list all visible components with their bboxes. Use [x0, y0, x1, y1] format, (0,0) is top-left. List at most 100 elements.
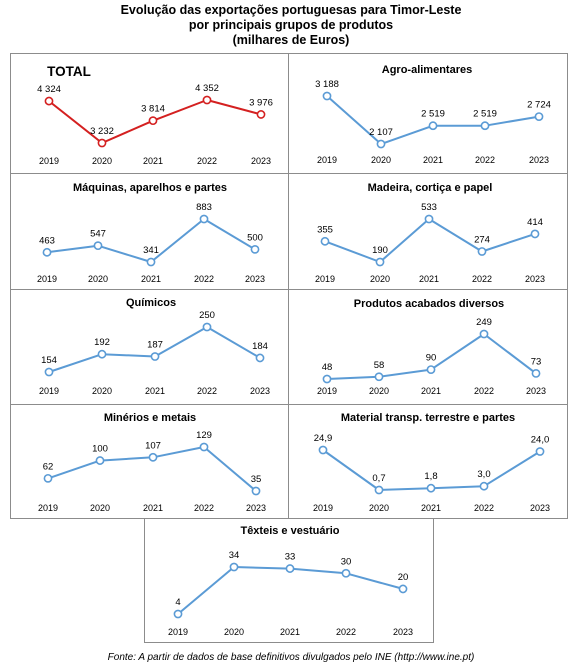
- data-point: [150, 352, 160, 361]
- chart-title: Produtos acabados diversos: [354, 298, 504, 310]
- data-point: [374, 372, 384, 382]
- data-point: [530, 229, 540, 239]
- x-tick-label: 2021: [145, 386, 165, 396]
- data-label: 3,0: [477, 469, 490, 480]
- x-tick-label: 2022: [474, 386, 494, 396]
- x-tick-label: 2023: [529, 155, 549, 165]
- data-label: 414: [527, 217, 543, 228]
- data-label: 3 976: [249, 97, 273, 108]
- data-point: [229, 562, 239, 572]
- data-label: 249: [476, 317, 492, 328]
- line-chart-total: TOTAL 4 324 2019 3 232 2020 3 814 2021 4 352 202…: [37, 64, 273, 166]
- data-point: [535, 447, 545, 456]
- series-line: [324, 218, 536, 263]
- series-line: [326, 95, 540, 145]
- x-tick-label: 2020: [224, 627, 244, 637]
- data-point: [256, 110, 266, 119]
- data-point: [426, 365, 436, 374]
- x-tick-label: 2022: [194, 274, 214, 284]
- x-tick-label: 2021: [143, 503, 163, 513]
- x-tick-label: 2022: [194, 503, 214, 513]
- data-label: 500: [247, 232, 263, 243]
- x-tick-label: 2021: [423, 155, 443, 165]
- data-label: 30: [341, 556, 352, 567]
- x-tick-label: 2023: [246, 503, 266, 513]
- x-tick-label: 2022: [475, 155, 495, 165]
- data-label: 250: [199, 310, 215, 321]
- data-point: [97, 349, 107, 359]
- x-tick-label: 2019: [315, 274, 335, 284]
- data-point: [426, 483, 436, 493]
- data-point: [199, 214, 209, 224]
- data-label: 4 352: [195, 83, 219, 94]
- chart-panel-material-transp: Material transp. terrestre e partes 24,9 2…: [288, 404, 568, 519]
- data-point: [95, 456, 105, 465]
- data-label: 24,0: [531, 434, 550, 445]
- x-tick-label: 2021: [280, 627, 300, 637]
- chart-panel-total: TOTAL 4 324 2019 3 232 2020 3 814 2021 4 352 202…: [10, 53, 289, 174]
- data-label: 355: [317, 224, 333, 235]
- data-label: 3 188: [315, 79, 339, 90]
- line-chart-quimicos: Químicos 154 2019 192 2020 187 2021 250 2022 184 2…: [39, 297, 270, 396]
- data-label: 2 519: [421, 109, 445, 120]
- data-point: [375, 257, 385, 267]
- line-chart-madeira-cortica-e-papel: Madeira, cortiça e papel 355 2019 190 2020 53…: [315, 182, 545, 284]
- data-point: [250, 244, 260, 254]
- chart-panel-produtos-acabados: Produtos acabados diversos 48 2019 58 2020 90…: [288, 289, 568, 405]
- line-chart-minerios-e-metais: Minérios e metais 62 2019 100 2020 107 2021 129…: [38, 412, 266, 513]
- data-point: [479, 481, 489, 491]
- data-point: [42, 247, 52, 257]
- data-point: [202, 95, 212, 105]
- x-tick-label: 2023: [245, 274, 265, 284]
- data-label: 4 324: [37, 84, 61, 95]
- data-point: [398, 584, 408, 594]
- data-label: 107: [145, 440, 161, 451]
- line-chart-produtos-acabados-diversos: Produtos acabados diversos 48 2019 58 2020 90…: [317, 298, 546, 396]
- x-tick-label: 2023: [530, 503, 550, 513]
- x-tick-label: 2023: [251, 156, 271, 166]
- x-tick-label: 2020: [369, 386, 389, 396]
- x-tick-label: 2019: [168, 627, 188, 637]
- data-label: 4: [175, 597, 180, 608]
- data-point: [251, 486, 261, 496]
- x-tick-label: 2019: [39, 156, 59, 166]
- x-tick-label: 2019: [37, 274, 57, 284]
- x-tick-label: 2020: [371, 155, 391, 165]
- title-line-3: (milhares de Euros): [232, 33, 350, 47]
- data-point: [479, 329, 489, 339]
- x-tick-label: 2019: [39, 386, 59, 396]
- data-point: [97, 138, 107, 148]
- x-tick-label: 2022: [472, 274, 492, 284]
- page-title: Evolução das exportações portuguesas par…: [0, 3, 582, 48]
- x-tick-label: 2020: [92, 386, 112, 396]
- data-point: [322, 374, 332, 384]
- x-tick-label: 2022: [474, 503, 494, 513]
- data-point: [173, 609, 183, 619]
- data-point: [477, 247, 487, 256]
- data-label: 341: [143, 245, 159, 256]
- data-point: [534, 112, 544, 122]
- chart-title: Máquinas, aparelhos e partes: [73, 182, 227, 194]
- line-chart-material-transp-terrestre-e-partes: Material transp. terrestre e partes 24,9 2…: [313, 412, 550, 513]
- data-point: [43, 473, 53, 483]
- data-point: [318, 445, 328, 455]
- x-tick-label: 2021: [419, 274, 439, 284]
- x-tick-label: 2022: [197, 386, 217, 396]
- x-tick-label: 2019: [38, 503, 58, 513]
- data-point: [374, 485, 384, 495]
- x-tick-label: 2023: [250, 386, 270, 396]
- data-label: 2 724: [527, 100, 551, 111]
- data-point: [44, 96, 54, 106]
- x-tick-label: 2019: [317, 155, 337, 165]
- data-label: 24,9: [314, 433, 333, 444]
- title-line-2: por principais grupos de produtos: [188, 18, 394, 32]
- data-point: [424, 214, 434, 224]
- x-tick-label: 2020: [90, 503, 110, 513]
- x-tick-label: 2021: [421, 386, 441, 396]
- chart-panel-maquinas: Máquinas, aparelhos e partes 463 2019 547 20…: [10, 173, 289, 290]
- x-tick-label: 2023: [525, 274, 545, 284]
- chart-title: Têxteis e vestuário: [240, 525, 339, 537]
- data-label: 129: [196, 430, 212, 441]
- x-tick-label: 2020: [88, 274, 108, 284]
- data-point: [148, 452, 158, 462]
